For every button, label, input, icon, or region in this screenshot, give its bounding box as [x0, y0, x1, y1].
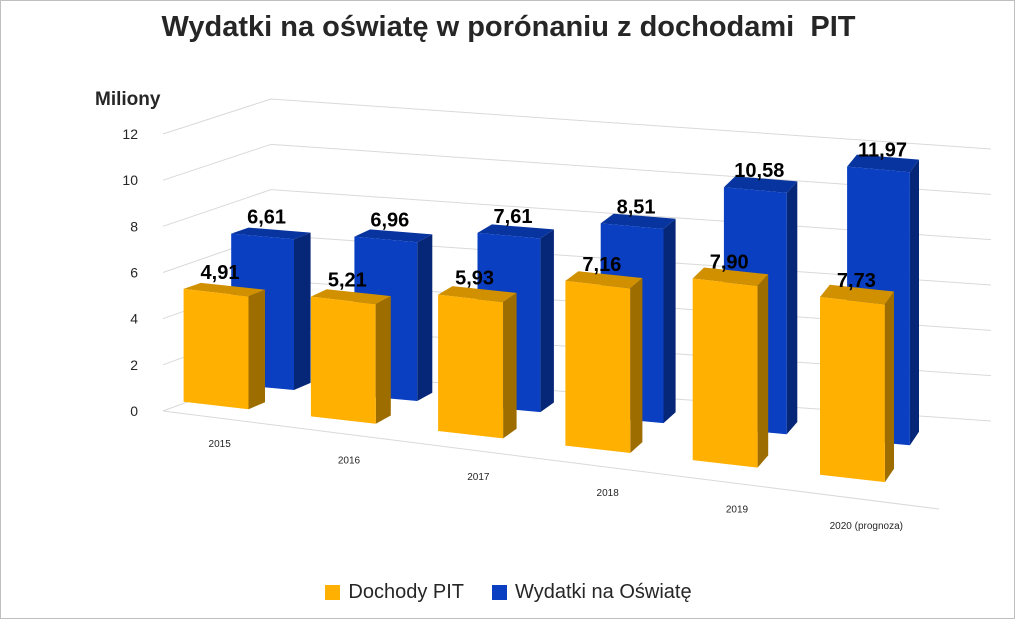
x-tick-labels: 2015 2016 2017 2018 2019 2020 (prognoza) [209, 439, 903, 532]
y-tick-label: 6 [130, 265, 138, 281]
legend-swatch-oswiata [492, 585, 508, 600]
data-label: 4,91 [201, 262, 240, 284]
bar-top [565, 271, 643, 289]
data-label: 5,21 [328, 270, 367, 292]
bar-front [820, 297, 885, 483]
bar-side [294, 232, 311, 390]
bar-top [692, 267, 769, 286]
legend: Dochody PIT Wydatki na Oświatę [1, 581, 1015, 604]
y-tick-label: 10 [122, 172, 138, 188]
bar-top [231, 227, 311, 240]
bar [692, 267, 769, 468]
bar-side [786, 181, 798, 435]
series-pit: 4,91 5,21 5,93 7,16 7,90 7,73 [183, 252, 894, 483]
x-tick-label: 2017 [467, 472, 490, 483]
y-tick-label: 12 [122, 126, 138, 142]
floor-edge [162, 410, 940, 510]
legend-item-oswiata: Wydatki na Oświatę [492, 581, 692, 604]
bar-front [438, 294, 504, 439]
bar-side [884, 291, 894, 483]
data-label: 7,61 [494, 206, 533, 228]
data-label: 5,93 [455, 268, 494, 290]
bar-side [663, 218, 676, 424]
bar-top [820, 284, 894, 305]
bar-top [354, 229, 433, 243]
legend-swatch-pit [325, 585, 341, 600]
y-tick-label: 0 [130, 403, 138, 419]
bar-side [417, 234, 433, 401]
data-label: 6,61 [247, 207, 286, 229]
data-label: 7,16 [582, 254, 621, 276]
bar-side [909, 159, 919, 446]
bar-side [630, 278, 643, 453]
data-label: 8,51 [617, 196, 656, 218]
bar-front [310, 296, 376, 424]
bar-top [183, 282, 265, 297]
gridline [162, 143, 992, 195]
data-label: 10,58 [734, 160, 784, 182]
bar-side [540, 229, 554, 413]
legend-item-pit: Dochody PIT [325, 581, 464, 604]
bar-top [600, 213, 676, 229]
bar-top [723, 176, 798, 193]
y-tick-label: 2 [130, 357, 138, 373]
bar-side [503, 292, 517, 439]
y-tick-label: 4 [130, 311, 138, 327]
data-label: 6,96 [370, 210, 409, 232]
bar-front [565, 280, 631, 453]
x-tick-label: 2018 [597, 488, 620, 499]
data-label: 11,97 [858, 140, 907, 162]
y-tick-label: 8 [130, 218, 138, 234]
bar [310, 289, 391, 424]
bar [183, 282, 265, 410]
gridline [162, 98, 992, 150]
x-tick-label: 2016 [338, 456, 361, 467]
bar-top [310, 289, 391, 305]
bar [565, 271, 643, 453]
x-tick-label: 2015 [209, 439, 232, 450]
bar-front [183, 288, 249, 410]
bar-top [477, 224, 554, 239]
legend-label-pit: Dochody PIT [348, 581, 465, 603]
chart-title: Wydatki na oświatę w porónaniu z dochoda… [161, 11, 856, 43]
x-tick-label: 2020 (prognoza) [830, 521, 903, 532]
y-axis-unit-label: Miliony [95, 89, 161, 110]
legend-label-oswiata: Wydatki na Oświatę [515, 581, 692, 603]
bar-side [248, 289, 265, 410]
bar-side [375, 296, 391, 424]
x-tick-label: 2019 [726, 505, 749, 516]
bar-front [692, 278, 758, 468]
bar-top [847, 154, 919, 173]
bar [820, 284, 894, 483]
data-label: 7,90 [710, 252, 749, 274]
data-label: 7,73 [837, 270, 876, 292]
bar-top [438, 286, 517, 303]
bar-side [757, 274, 769, 468]
bar [438, 286, 517, 439]
